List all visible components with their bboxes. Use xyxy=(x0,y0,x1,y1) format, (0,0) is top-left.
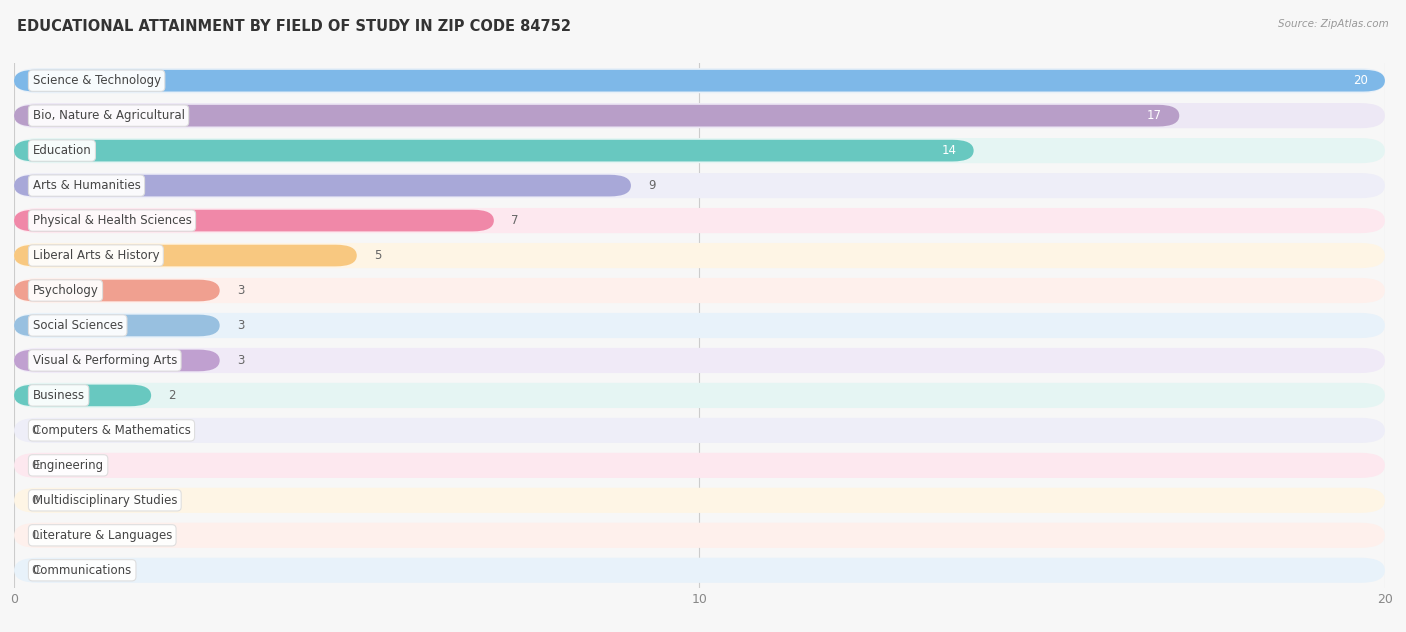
FancyBboxPatch shape xyxy=(14,245,357,266)
Text: 3: 3 xyxy=(236,319,245,332)
Text: 0: 0 xyxy=(31,564,38,577)
Text: 2: 2 xyxy=(169,389,176,402)
Text: 17: 17 xyxy=(1147,109,1163,122)
Text: Education: Education xyxy=(32,144,91,157)
FancyBboxPatch shape xyxy=(14,138,1385,163)
Text: Computers & Mathematics: Computers & Mathematics xyxy=(32,424,190,437)
FancyBboxPatch shape xyxy=(14,210,494,231)
FancyBboxPatch shape xyxy=(14,348,1385,373)
Text: Social Sciences: Social Sciences xyxy=(32,319,122,332)
Text: 9: 9 xyxy=(648,179,655,192)
FancyBboxPatch shape xyxy=(14,349,219,371)
Text: 5: 5 xyxy=(374,249,381,262)
FancyBboxPatch shape xyxy=(14,103,1385,128)
FancyBboxPatch shape xyxy=(14,383,1385,408)
Text: 0: 0 xyxy=(31,494,38,507)
Text: 3: 3 xyxy=(236,354,245,367)
Text: 7: 7 xyxy=(510,214,519,227)
FancyBboxPatch shape xyxy=(14,315,219,336)
FancyBboxPatch shape xyxy=(14,488,1385,513)
FancyBboxPatch shape xyxy=(14,453,1385,478)
FancyBboxPatch shape xyxy=(14,175,631,197)
Text: Literature & Languages: Literature & Languages xyxy=(32,529,172,542)
Text: Multidisciplinary Studies: Multidisciplinary Studies xyxy=(32,494,177,507)
Text: 14: 14 xyxy=(942,144,956,157)
Text: Arts & Humanities: Arts & Humanities xyxy=(32,179,141,192)
Text: 0: 0 xyxy=(31,529,38,542)
Text: Business: Business xyxy=(32,389,84,402)
Text: 0: 0 xyxy=(31,459,38,472)
Text: Bio, Nature & Agricultural: Bio, Nature & Agricultural xyxy=(32,109,184,122)
FancyBboxPatch shape xyxy=(14,68,1385,94)
Text: Psychology: Psychology xyxy=(32,284,98,297)
FancyBboxPatch shape xyxy=(14,523,1385,548)
Text: Communications: Communications xyxy=(32,564,132,577)
Text: 20: 20 xyxy=(1353,74,1368,87)
FancyBboxPatch shape xyxy=(14,140,973,161)
Text: Engineering: Engineering xyxy=(32,459,104,472)
Text: EDUCATIONAL ATTAINMENT BY FIELD OF STUDY IN ZIP CODE 84752: EDUCATIONAL ATTAINMENT BY FIELD OF STUDY… xyxy=(17,19,571,34)
FancyBboxPatch shape xyxy=(14,173,1385,198)
Text: Liberal Arts & History: Liberal Arts & History xyxy=(32,249,159,262)
FancyBboxPatch shape xyxy=(14,385,152,406)
FancyBboxPatch shape xyxy=(14,313,1385,338)
FancyBboxPatch shape xyxy=(14,280,219,301)
Text: Visual & Performing Arts: Visual & Performing Arts xyxy=(32,354,177,367)
FancyBboxPatch shape xyxy=(14,70,1385,92)
Text: 3: 3 xyxy=(236,284,245,297)
FancyBboxPatch shape xyxy=(14,557,1385,583)
FancyBboxPatch shape xyxy=(14,105,1180,126)
Text: Physical & Health Sciences: Physical & Health Sciences xyxy=(32,214,191,227)
FancyBboxPatch shape xyxy=(14,278,1385,303)
FancyBboxPatch shape xyxy=(14,418,1385,443)
Text: Science & Technology: Science & Technology xyxy=(32,74,160,87)
FancyBboxPatch shape xyxy=(14,243,1385,268)
Text: 0: 0 xyxy=(31,424,38,437)
Text: Source: ZipAtlas.com: Source: ZipAtlas.com xyxy=(1278,19,1389,29)
FancyBboxPatch shape xyxy=(14,208,1385,233)
